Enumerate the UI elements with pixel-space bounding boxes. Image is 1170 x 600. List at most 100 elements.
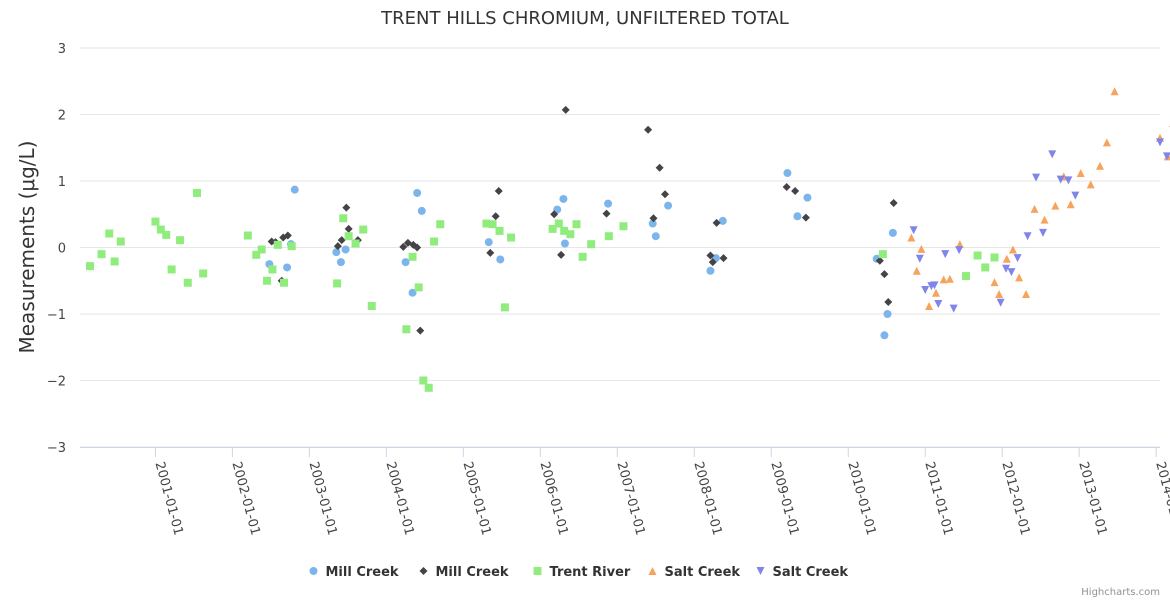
- data-point[interactable]: [1032, 173, 1041, 182]
- data-point[interactable]: [367, 302, 376, 311]
- data-point[interactable]: [417, 206, 426, 215]
- data-point[interactable]: [995, 290, 1004, 299]
- data-point[interactable]: [1007, 268, 1016, 277]
- data-point[interactable]: [793, 212, 802, 221]
- data-point[interactable]: [644, 125, 653, 134]
- data-point[interactable]: [401, 258, 410, 267]
- data-point[interactable]: [1030, 204, 1039, 213]
- data-point[interactable]: [1110, 87, 1119, 96]
- data-point[interactable]: [973, 251, 982, 260]
- legend-symbol[interactable]: [756, 567, 765, 575]
- data-point[interactable]: [1002, 264, 1011, 273]
- data-point[interactable]: [413, 188, 422, 197]
- data-point[interactable]: [257, 245, 266, 254]
- data-point[interactable]: [945, 274, 954, 283]
- data-point[interactable]: [486, 248, 495, 257]
- data-point[interactable]: [402, 325, 411, 334]
- data-point[interactable]: [488, 220, 497, 229]
- data-point[interactable]: [782, 182, 791, 191]
- data-point[interactable]: [199, 269, 208, 278]
- data-point[interactable]: [878, 250, 887, 259]
- data-point[interactable]: [1002, 254, 1011, 263]
- data-point[interactable]: [548, 224, 557, 233]
- data-point[interactable]: [419, 376, 428, 385]
- data-point[interactable]: [414, 283, 423, 292]
- data-point[interactable]: [1023, 232, 1032, 241]
- data-point[interactable]: [408, 288, 417, 297]
- data-point[interactable]: [915, 254, 924, 263]
- data-point[interactable]: [664, 201, 673, 210]
- data-point[interactable]: [290, 185, 299, 194]
- data-point[interactable]: [287, 242, 296, 251]
- legend-item[interactable]: Trent River: [533, 565, 631, 580]
- data-point[interactable]: [1048, 150, 1057, 159]
- data-point[interactable]: [619, 222, 628, 231]
- data-point[interactable]: [344, 224, 353, 233]
- data-point[interactable]: [339, 214, 348, 223]
- data-point[interactable]: [557, 250, 566, 259]
- data-point[interactable]: [151, 217, 160, 226]
- data-point[interactable]: [408, 252, 417, 261]
- data-point[interactable]: [803, 193, 812, 202]
- legend-item[interactable]: Mill Creek: [419, 565, 509, 580]
- data-point[interactable]: [86, 262, 94, 271]
- data-point[interactable]: [801, 213, 810, 222]
- data-point[interactable]: [1038, 228, 1047, 237]
- data-point[interactable]: [661, 190, 670, 199]
- data-point[interactable]: [604, 199, 613, 208]
- data-point[interactable]: [283, 263, 292, 272]
- data-point[interactable]: [482, 219, 491, 228]
- data-point[interactable]: [572, 220, 581, 229]
- data-point[interactable]: [649, 214, 658, 223]
- data-point[interactable]: [981, 263, 990, 272]
- data-point[interactable]: [566, 230, 575, 239]
- data-point[interactable]: [930, 281, 939, 290]
- data-point[interactable]: [1066, 200, 1075, 209]
- data-point[interactable]: [193, 188, 201, 197]
- data-point[interactable]: [399, 242, 408, 251]
- data-point[interactable]: [243, 231, 252, 240]
- data-point[interactable]: [718, 216, 727, 225]
- data-point[interactable]: [955, 246, 964, 255]
- legend-symbol[interactable]: [648, 567, 657, 575]
- data-point[interactable]: [332, 248, 341, 257]
- data-point[interactable]: [1064, 176, 1073, 185]
- data-point[interactable]: [1056, 175, 1065, 184]
- data-point[interactable]: [560, 226, 569, 235]
- data-point[interactable]: [495, 226, 504, 235]
- data-point[interactable]: [783, 169, 792, 178]
- data-point[interactable]: [941, 250, 950, 259]
- data-point[interactable]: [880, 270, 889, 279]
- data-point[interactable]: [561, 105, 570, 114]
- data-point[interactable]: [359, 225, 368, 234]
- data-point[interactable]: [990, 253, 999, 262]
- data-point[interactable]: [934, 300, 943, 309]
- data-point[interactable]: [648, 219, 657, 228]
- data-point[interactable]: [436, 220, 445, 229]
- data-point[interactable]: [889, 198, 898, 207]
- data-point[interactable]: [1013, 254, 1022, 263]
- data-point[interactable]: [1162, 152, 1170, 161]
- data-point[interactable]: [176, 236, 185, 245]
- credit-link[interactable]: Highcharts.com: [1081, 587, 1160, 598]
- data-point[interactable]: [651, 232, 660, 241]
- data-point[interactable]: [336, 258, 345, 267]
- data-point[interactable]: [578, 252, 587, 261]
- legend-symbol[interactable]: [419, 567, 428, 575]
- data-point[interactable]: [279, 278, 288, 287]
- data-point[interactable]: [712, 218, 721, 227]
- data-point[interactable]: [273, 240, 282, 249]
- data-point[interactable]: [110, 257, 119, 266]
- data-point[interactable]: [1086, 180, 1095, 189]
- data-point[interactable]: [97, 250, 106, 259]
- data-point[interactable]: [917, 244, 926, 253]
- data-point[interactable]: [183, 278, 192, 287]
- data-point[interactable]: [1015, 273, 1024, 282]
- data-point[interactable]: [491, 212, 500, 221]
- data-point[interactable]: [496, 255, 505, 264]
- data-point[interactable]: [283, 231, 292, 240]
- data-point[interactable]: [602, 209, 611, 218]
- data-point[interactable]: [884, 298, 893, 307]
- data-point[interactable]: [268, 265, 277, 274]
- data-point[interactable]: [430, 237, 439, 246]
